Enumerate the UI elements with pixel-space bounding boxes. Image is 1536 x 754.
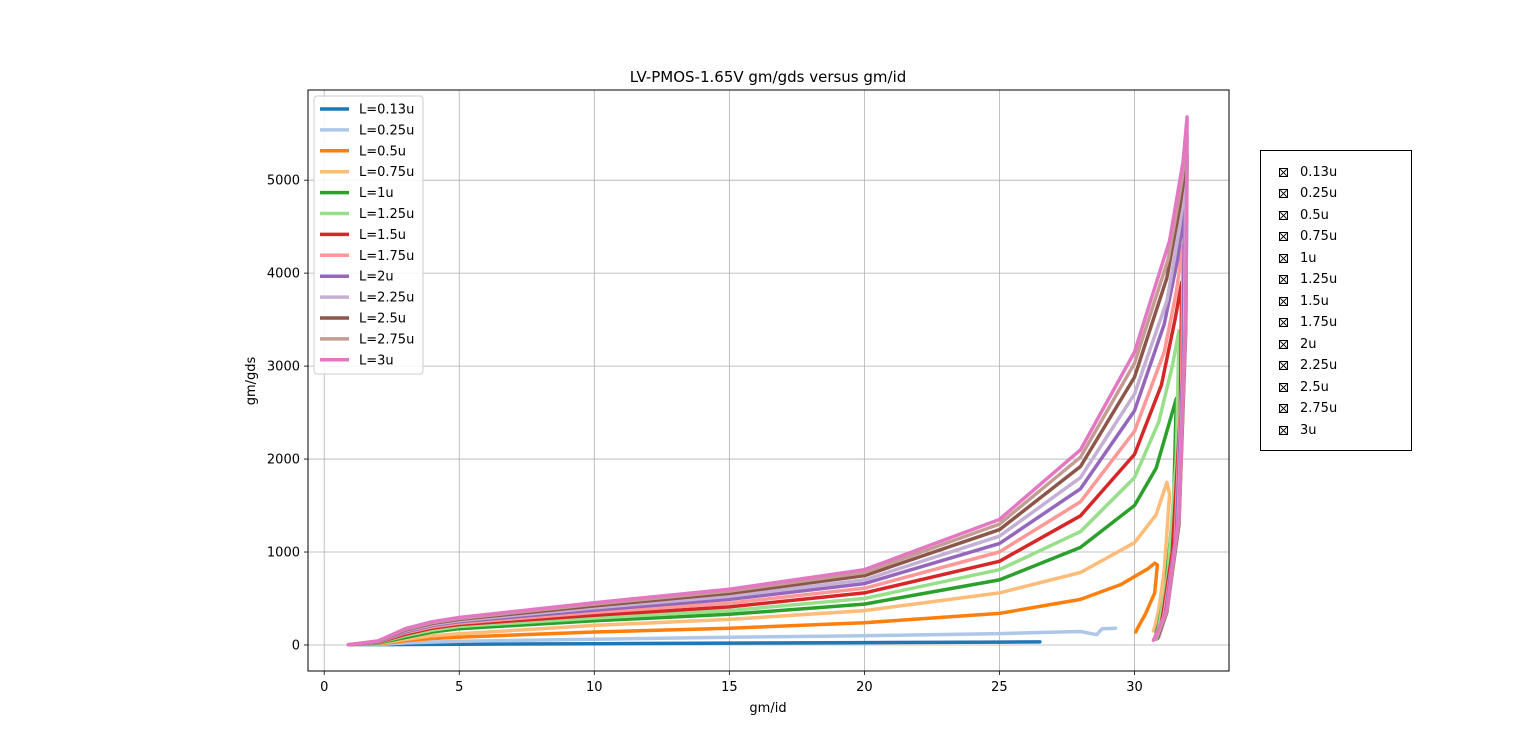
grid-lines [308, 90, 1229, 671]
x-tick-label: 0 [320, 680, 328, 695]
legend-label: L=0.5u [359, 144, 406, 159]
series-toggle-label: 3u [1300, 422, 1317, 438]
legend-label: L=1.25u [359, 207, 414, 222]
x-tick-label: 10 [586, 680, 603, 695]
checkbox-icon[interactable] [1279, 232, 1288, 241]
series-toggle-item[interactable]: 2u [1279, 334, 1317, 354]
legend-label: L=1.75u [359, 249, 414, 264]
x-axis-label: gm/id [749, 701, 786, 716]
series-toggle-label: 0.25u [1300, 186, 1338, 201]
series-line-11 [346, 153, 1189, 647]
y-tick-label: 1000 [267, 546, 300, 561]
y-tick-label: 4000 [267, 267, 300, 282]
series-toggle-item[interactable]: 3u [1279, 420, 1317, 440]
series-toggle-item[interactable]: 1.5u [1279, 291, 1329, 311]
y-tick-label: 5000 [267, 174, 300, 189]
legend-label: L=2.25u [359, 291, 414, 306]
plot-frame [307, 89, 1230, 672]
series-toggle-item[interactable]: 0.5u [1279, 205, 1329, 225]
legend-label: L=1.5u [359, 228, 406, 243]
series-toggle-label: 2.75u [1300, 401, 1338, 416]
checkbox-icon[interactable] [1279, 275, 1288, 284]
series-toggle-label: 1u [1300, 250, 1317, 266]
series-line-4 [346, 480, 1172, 647]
series-toggle-item[interactable]: 1.75u [1279, 313, 1337, 333]
checkbox-icon[interactable] [1279, 253, 1288, 263]
y-tick-label: 2000 [267, 453, 300, 468]
series-line-13 [346, 115, 1189, 647]
checkbox-icon[interactable] [1279, 189, 1288, 198]
chart-legend: L=0.13u L=0.25u L=0.5u L=0.75u L=1u L=1.25u L=… [313, 95, 424, 375]
series-toggle-label: 0.13u [1300, 164, 1338, 180]
series-toggle-item[interactable]: 0.13u [1279, 162, 1337, 182]
x-tick-label: 15 [721, 680, 738, 695]
series-toggle-item[interactable]: 1.25u [1279, 270, 1337, 290]
y-tick-label: 3000 [267, 360, 300, 375]
series-toggle-label: 0.5u [1300, 207, 1329, 223]
y-axis-label: gm/gds [244, 356, 259, 405]
legend-label: L=2.75u [359, 332, 414, 347]
series-toggle-label: 1.75u [1300, 315, 1338, 330]
x-tick-label: 5 [455, 680, 463, 695]
legend-label: L=2u [359, 270, 394, 285]
series-toggle-item[interactable]: 2.75u [1279, 399, 1337, 419]
x-tick-label: 20 [856, 680, 873, 695]
series-line-12 [346, 133, 1189, 647]
checkbox-icon[interactable] [1279, 339, 1288, 349]
checkbox-icon[interactable] [1279, 425, 1288, 435]
checkbox-icon[interactable] [1279, 382, 1288, 392]
checkbox-icon[interactable] [1279, 296, 1288, 306]
series-toggle-item[interactable]: 1u [1279, 248, 1317, 268]
y-axis-ticks: 0 1000 2000 3000 4000 5000 [267, 174, 308, 653]
legend-label: L=0.13u [359, 103, 414, 118]
series-toggle-item[interactable]: 0.75u [1279, 227, 1337, 247]
checkbox-icon[interactable] [1279, 404, 1288, 413]
checkbox-icon[interactable] [1279, 361, 1288, 370]
series-toggle-item[interactable]: 2.5u [1279, 377, 1329, 397]
x-tick-label: 25 [991, 680, 1008, 695]
legend-label: L=3u [359, 353, 394, 368]
series-line-3 [346, 561, 1160, 647]
series-toggle-label: 1.25u [1300, 272, 1338, 287]
series-line-10 [346, 178, 1188, 647]
checkbox-icon[interactable] [1279, 167, 1288, 177]
legend-label: L=0.25u [359, 123, 414, 138]
legend-box [313, 95, 424, 375]
x-axis-ticks: 0 5 10 15 20 25 30 [320, 671, 1143, 695]
series-toggle-label: 0.75u [1300, 229, 1338, 244]
x-tick-label: 30 [1126, 680, 1143, 695]
legend-label: L=1u [359, 186, 394, 201]
checkbox-icon[interactable] [1279, 318, 1288, 327]
series-toggle-label: 2.5u [1300, 379, 1329, 395]
chart-title: LV-PMOS-1.65V gm/gds versus gm/id [630, 68, 907, 86]
series-toggle-item[interactable]: 2.25u [1279, 356, 1337, 376]
series-toggle-label: 1.5u [1300, 293, 1329, 309]
series-toggle-item[interactable]: 0.25u [1279, 184, 1337, 204]
y-tick-label: 0 [292, 638, 300, 653]
checkbox-icon[interactable] [1279, 210, 1288, 220]
legend-label: L=0.75u [359, 165, 414, 180]
legend-label: L=2.5u [359, 312, 406, 327]
series-toggle-panel: 0.13u 0.25u 0.5u 0.75u 1u 1.25u 1.5u 1.75u 2u 2.2… [1260, 150, 1412, 451]
series-lines [346, 115, 1189, 647]
series-toggle-label: 2.25u [1300, 358, 1338, 373]
series-line-2 [346, 626, 1118, 647]
series-toggle-label: 2u [1300, 336, 1317, 352]
